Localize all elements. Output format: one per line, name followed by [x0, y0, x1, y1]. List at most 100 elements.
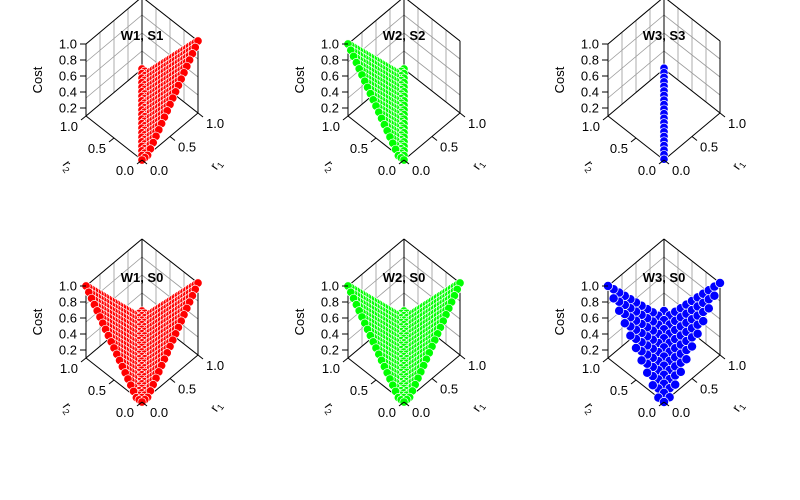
data-point	[715, 278, 725, 288]
y-tick-label: 0.5	[350, 141, 368, 156]
tick-mark	[719, 354, 726, 360]
data-point	[703, 303, 714, 314]
frame-edge	[607, 0, 662, 45]
z-tick-label: 0.8	[321, 53, 339, 68]
z-axis-label: Cost	[552, 66, 567, 93]
tick-mark	[398, 401, 405, 407]
tick-mark	[630, 379, 637, 385]
data-point	[692, 328, 703, 339]
x-tick-label: 1.0	[468, 116, 486, 131]
frame-edge	[607, 238, 665, 287]
frame-edge	[407, 0, 461, 42]
tick-mark	[169, 378, 176, 383]
y-tick-label: 0.0	[638, 405, 656, 420]
y-tick-label: 1.0	[322, 119, 340, 134]
z-tick-label: 0.8	[321, 295, 339, 310]
y-axis-label-subscript: 2	[61, 165, 72, 175]
z-tick-label: 0.8	[59, 53, 77, 68]
z-tick-label: 0.6	[321, 69, 339, 84]
frame-edge	[85, 238, 143, 287]
y-tick-label: 1.0	[582, 361, 600, 376]
frame-edge	[663, 238, 721, 284]
z-tick-label: 0.2	[59, 101, 77, 116]
y-tick-label: 0.0	[116, 405, 134, 420]
x-tick-label: 0.5	[700, 140, 718, 155]
x-axis-label-subscript: 1	[215, 160, 226, 170]
x-tick-label: 0.5	[178, 140, 196, 155]
z-tick-label: 1.0	[59, 279, 77, 294]
tick-mark	[169, 136, 176, 141]
x-tick-label: 0.0	[412, 163, 430, 178]
tick-mark	[398, 159, 405, 165]
y-tick-label: 0.0	[378, 163, 396, 178]
data-point	[647, 380, 658, 391]
z-tick-label: 0.4	[59, 327, 77, 342]
data-point	[642, 367, 653, 378]
tick-mark	[459, 112, 466, 118]
x-tick-label: 0.0	[672, 163, 690, 178]
frame-edge	[607, 68, 665, 117]
frame-edge	[347, 0, 402, 45]
x-tick-label: 0.0	[412, 405, 430, 420]
y-tick-label: 0.5	[88, 141, 106, 156]
z-tick-label: 1.0	[321, 37, 339, 52]
tick-mark	[630, 137, 637, 143]
z-tick-label: 0.6	[581, 69, 599, 84]
panel-title: W2, S2	[383, 28, 426, 43]
y-axis-label: r2	[580, 399, 599, 416]
tick-mark	[136, 401, 143, 407]
tick-mark	[136, 159, 143, 165]
y-axis-label: r2	[58, 157, 77, 174]
tick-mark	[342, 357, 349, 363]
chart-panel: W2, S20.20.40.60.81.0Cost0.00.51.00.00.5…	[292, 0, 488, 178]
tick-mark	[80, 357, 87, 363]
x-axis-label: r1	[729, 398, 748, 415]
x-axis-label: r1	[207, 156, 226, 173]
z-tick-label: 0.6	[581, 311, 599, 326]
z-axis-label: Cost	[552, 308, 567, 335]
z-tick-label: 0.6	[321, 311, 339, 326]
panel-title: W1, S1	[121, 28, 164, 43]
tick-mark	[719, 112, 726, 118]
y-tick-label: 0.0	[116, 163, 134, 178]
z-axis-label: Cost	[30, 66, 45, 93]
z-tick-label: 0.4	[59, 85, 77, 100]
z-tick-label: 0.6	[59, 311, 77, 326]
data-point	[608, 293, 619, 304]
x-tick-label: 1.0	[728, 358, 746, 373]
y-tick-label: 0.5	[350, 383, 368, 398]
y-axis-label-subscript: 2	[323, 165, 334, 175]
z-tick-label: 0.2	[581, 343, 599, 358]
x-tick-label: 0.5	[440, 140, 458, 155]
frame-edge	[347, 238, 405, 287]
z-tick-label: 1.0	[59, 37, 77, 52]
tick-mark	[663, 401, 670, 407]
panel-title: W3, S3	[643, 28, 686, 43]
frame-edge	[667, 0, 721, 42]
frame-edge	[145, 0, 199, 42]
y-axis-label: r2	[58, 399, 77, 416]
y-tick-label: 0.0	[378, 405, 396, 420]
data-point	[709, 290, 720, 301]
tick-mark	[403, 401, 410, 407]
y-tick-label: 0.0	[638, 163, 656, 178]
z-tick-label: 1.0	[581, 37, 599, 52]
tick-mark	[403, 159, 410, 165]
data-point	[636, 355, 647, 366]
chart-panel: W2, S00.20.40.60.81.0Cost0.00.51.00.00.5…	[292, 238, 488, 420]
tick-mark	[141, 401, 148, 407]
x-axis-label: r1	[207, 398, 226, 415]
z-tick-label: 0.4	[581, 85, 599, 100]
z-axis-label: Cost	[292, 308, 307, 335]
z-tick-label: 1.0	[581, 279, 599, 294]
y-tick-label: 0.5	[610, 141, 628, 156]
z-tick-label: 0.4	[321, 327, 339, 342]
y-axis-label-subscript: 2	[583, 407, 594, 417]
tick-mark	[108, 137, 115, 143]
tick-mark	[602, 357, 609, 363]
y-axis-label: r2	[580, 157, 599, 174]
z-tick-label: 0.2	[59, 343, 77, 358]
data-point	[619, 318, 630, 329]
z-tick-label: 0.8	[581, 53, 599, 68]
